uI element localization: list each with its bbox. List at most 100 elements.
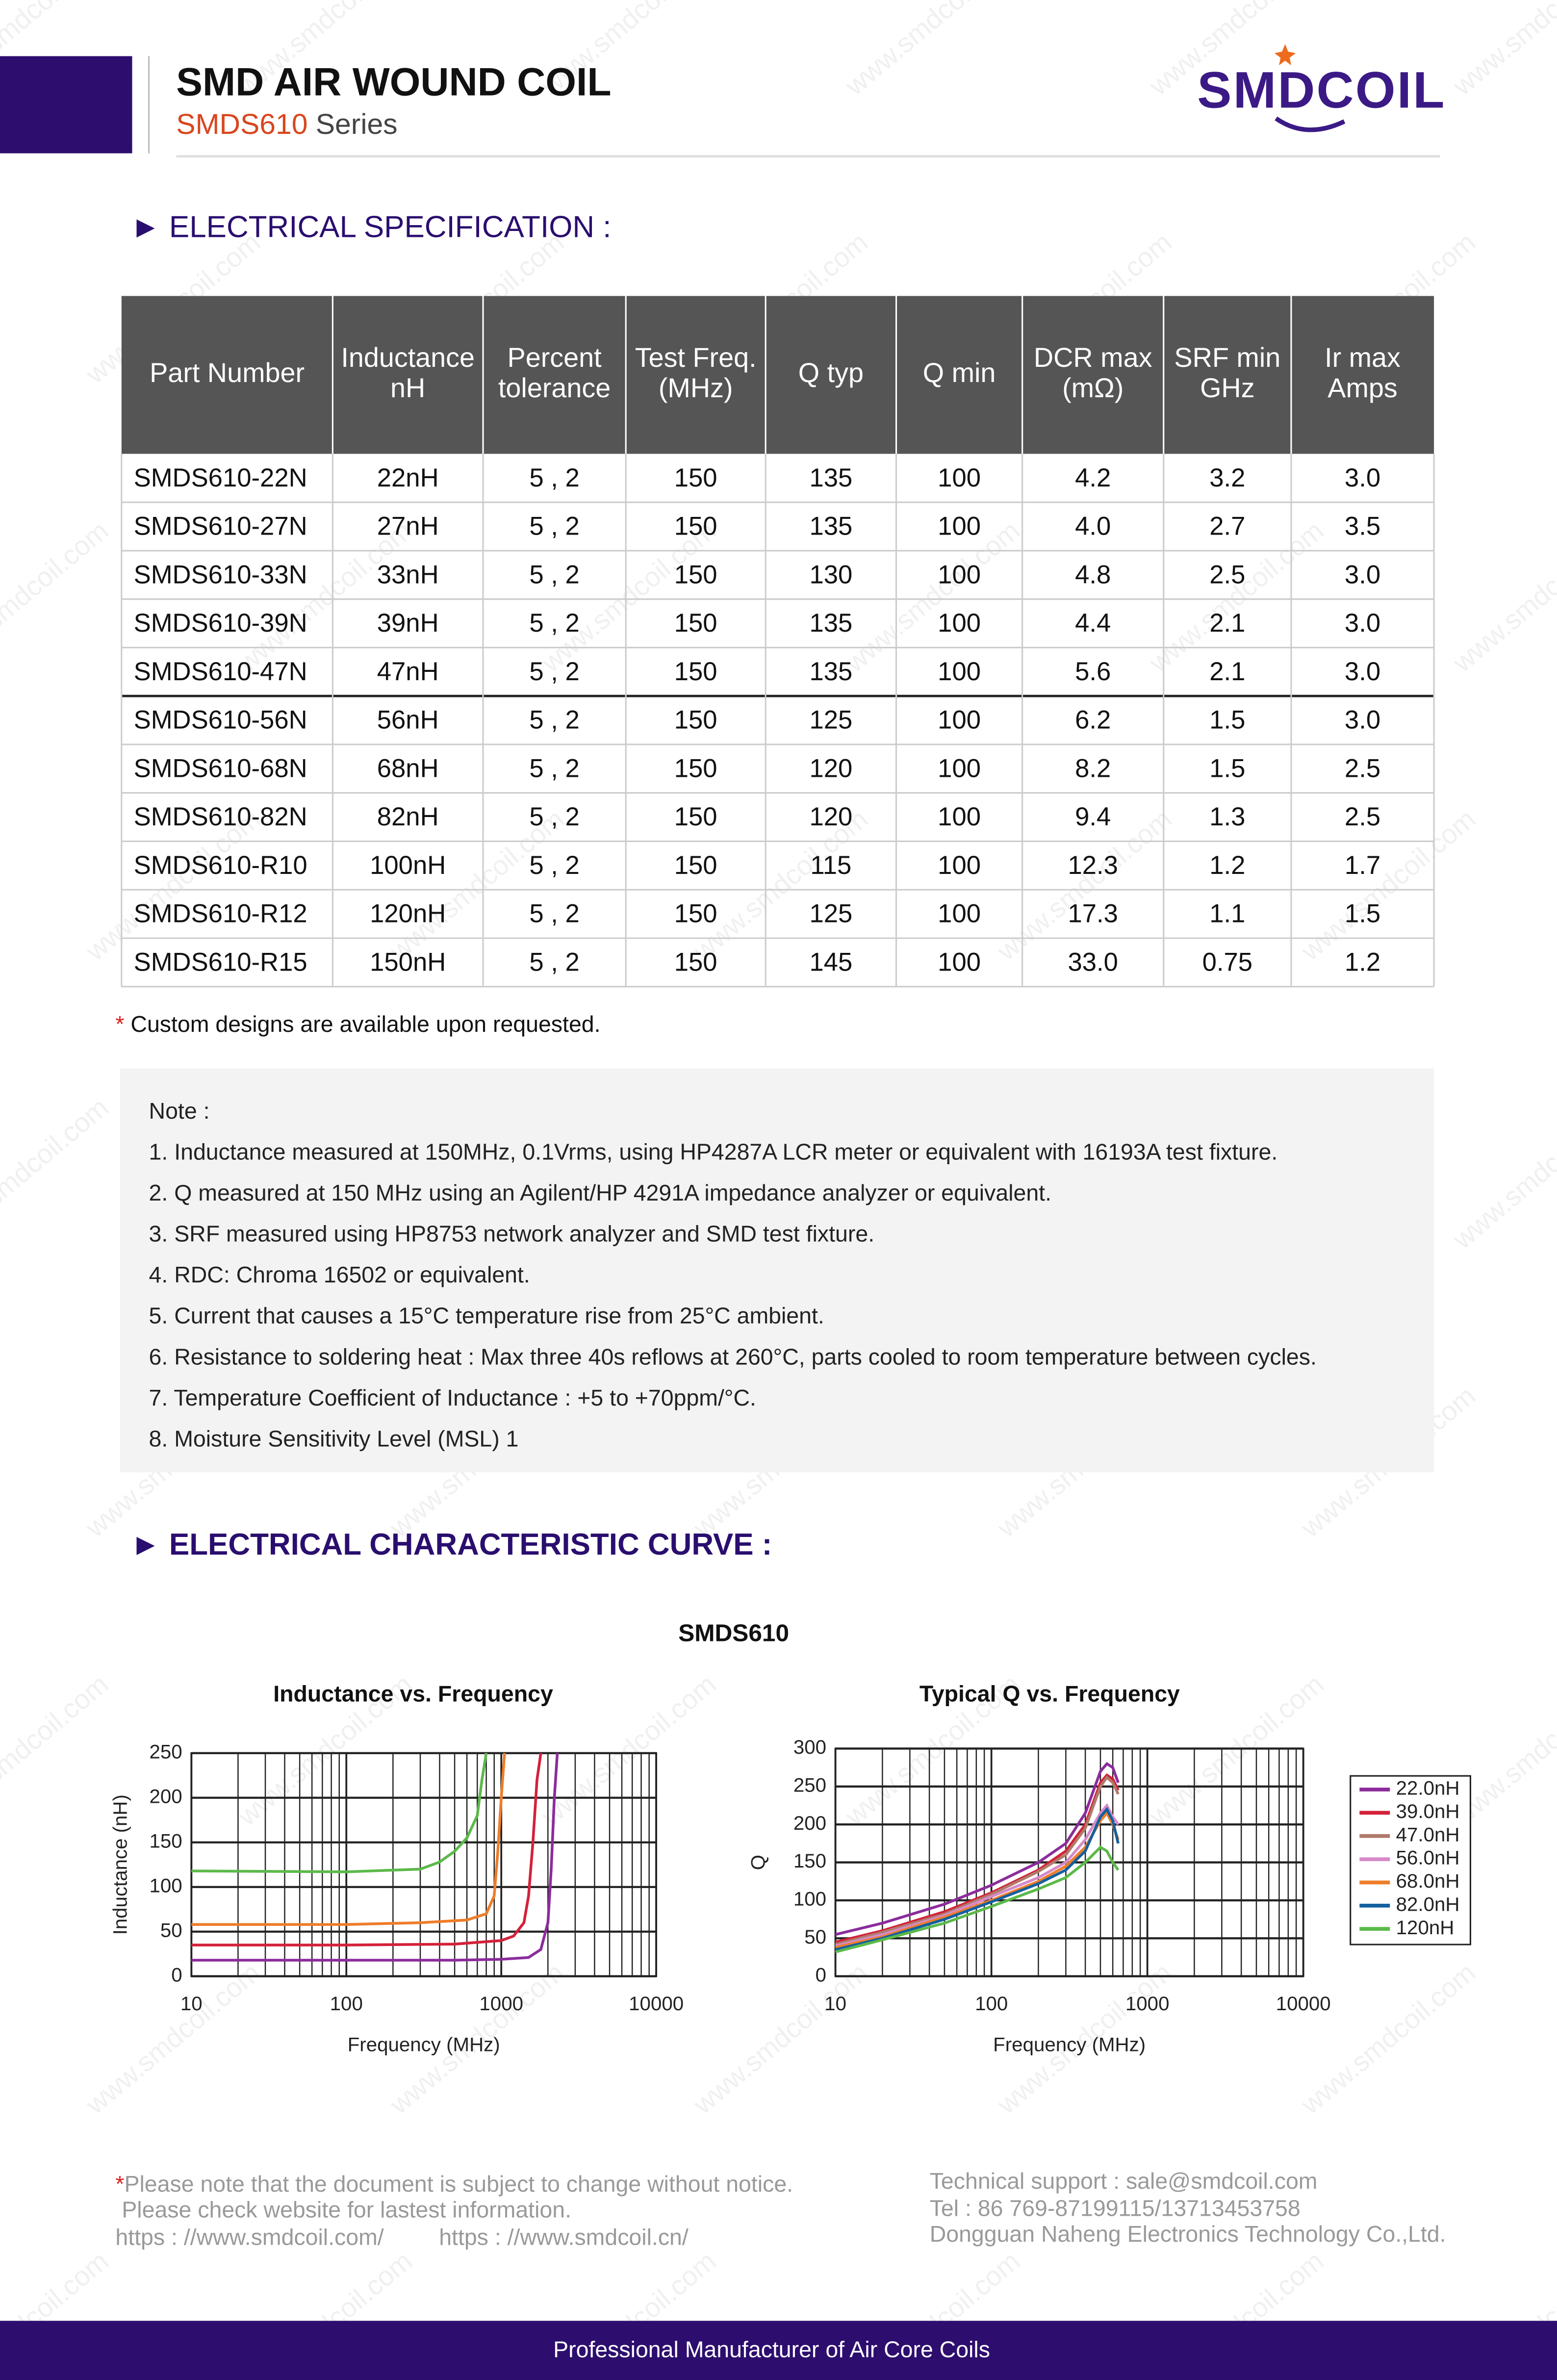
plot-frame	[190, 1752, 658, 1977]
chart-title: Typical Q vs. Frequency	[919, 1681, 1180, 1706]
column-header: (mΩ)	[1062, 373, 1123, 403]
table-cell: 1.3	[1209, 802, 1245, 831]
table-cell: 39nH	[377, 609, 439, 638]
doc-title: SMD AIR WOUND COIL	[176, 60, 611, 104]
table-cell: 100	[938, 947, 981, 976]
y-tick-label: 150	[150, 1830, 182, 1852]
table-cell: 150	[674, 463, 717, 492]
x-tick-label: 10000	[629, 1993, 684, 2015]
table-cell: 27nH	[377, 512, 439, 541]
column-header: Inductance	[341, 342, 475, 373]
series-line	[191, 1753, 559, 1962]
note-item: 5. Current that causes a 15°C temperatur…	[149, 1303, 824, 1329]
table-cell: 1.7	[1345, 851, 1380, 880]
table-cell: 150	[674, 657, 717, 686]
column-header: GHz	[1200, 373, 1254, 403]
footer-tel: Tel : 86 769-87199115/13713453758	[930, 2196, 1301, 2221]
table-cell: 3.2	[1209, 463, 1245, 492]
series-line	[835, 1807, 1120, 1951]
x-tick-label: 10	[180, 1993, 203, 2015]
table-cell: SMDS610-56N	[134, 706, 307, 735]
note-item: 6. Resistance to soldering heat : Max th…	[149, 1344, 1317, 1369]
table-cell: SMDS610-68N	[134, 754, 307, 783]
x-axis-label: Frequency (MHz)	[348, 2034, 500, 2056]
table-cell: 47nH	[377, 657, 439, 686]
note-title: Note :	[149, 1098, 210, 1124]
watermark: www.smdcoil.com	[687, 1957, 873, 2121]
table-cell: 2.1	[1209, 609, 1245, 638]
table-cell: 68nH	[377, 754, 439, 783]
series-line	[835, 1811, 1120, 1949]
column-header: Amps	[1327, 373, 1397, 403]
table-cell: SMDS610-27N	[134, 512, 307, 541]
table-cell: 150	[674, 754, 717, 783]
table-cell: SMDS610-R10	[134, 851, 307, 880]
table-cell: 12.3	[1068, 851, 1118, 880]
series-line	[835, 1762, 1120, 1936]
table-cell: 3.5	[1345, 512, 1380, 541]
watermark: www.smdcoil.com	[0, 515, 114, 678]
watermark: www.smdcoil.com	[1447, 1092, 1557, 1255]
x-tick-label: 10	[824, 1993, 846, 2015]
table-cell: 5 , 2	[529, 560, 579, 589]
table-cell: 3.0	[1345, 706, 1380, 735]
footer-company: Dongguan Naheng Electronics Technology C…	[930, 2221, 1446, 2247]
table-cell: 56nH	[377, 706, 439, 735]
footer-banner-text: Professional Manufacturer of Air Core Co…	[553, 2336, 990, 2362]
table-cell: 5 , 2	[529, 706, 579, 735]
note-item: 7. Temperature Coefficient of Inductance…	[149, 1385, 756, 1410]
legend-label: 68.0nH	[1396, 1870, 1460, 1892]
x-tick-label: 1000	[1125, 1993, 1170, 2015]
table-cell: 5 , 2	[529, 657, 579, 686]
header-block	[0, 56, 132, 154]
y-tick-label: 0	[816, 1964, 826, 1986]
note-item: 8. Moisture Sensitivity Level (MSL) 1	[149, 1426, 519, 1451]
table-cell: 1.2	[1345, 947, 1380, 976]
table-cell: 22nH	[377, 463, 439, 492]
table-cell: 135	[809, 657, 852, 686]
footer-mark: *	[115, 2171, 124, 2197]
chart-title: Inductance vs. Frequency	[273, 1681, 553, 1706]
table-cell: 135	[809, 512, 852, 541]
series-code: SMDS610	[176, 108, 307, 140]
column-header: Test Freq.	[635, 342, 757, 373]
footer-banner	[0, 2321, 1557, 2380]
y-tick-label: 100	[793, 1888, 826, 1910]
table-cell: 5 , 2	[529, 851, 579, 880]
legend-label: 47.0nH	[1396, 1823, 1460, 1845]
x-tick-label: 100	[975, 1993, 1008, 2015]
watermark: www.smdcoil.com	[1295, 1957, 1481, 2121]
column-header: (MHz)	[659, 373, 733, 403]
watermark: www.smdcoil.com	[839, 0, 1025, 102]
footer-check: Please check website for lastest informa…	[115, 2197, 571, 2223]
table-cell: 100	[938, 899, 981, 928]
table-cell: 145	[809, 947, 852, 976]
column-header: Percent	[508, 342, 602, 373]
series-line	[191, 1753, 488, 1873]
table-cell: SMDS610-33N	[134, 560, 307, 589]
series-line	[835, 1775, 1120, 1946]
footer-url: https : //www.smdcoil.com/	[115, 2224, 383, 2250]
note-item: 4. RDC: Chroma 16502 or equivalent.	[149, 1262, 530, 1287]
table-cell: 100	[938, 609, 981, 638]
watermark: www.smdcoil.com	[1447, 0, 1557, 102]
table-cell: 100	[938, 657, 981, 686]
legend-label: 56.0nH	[1396, 1847, 1460, 1869]
table-cell: SMDS610-47N	[134, 657, 307, 686]
table-cell: SMDS610-R15	[134, 947, 307, 976]
plot-frame	[834, 1747, 1304, 1977]
table-cell: 150	[674, 947, 717, 976]
column-header: Ir max	[1325, 342, 1401, 373]
table-cell: 150nH	[370, 947, 446, 976]
table-cell: 2.7	[1209, 512, 1245, 541]
table-cell: SMDS610-82N	[134, 802, 307, 831]
y-tick-label: 250	[150, 1740, 182, 1763]
y-tick-label: 0	[171, 1964, 182, 1986]
table-header	[121, 296, 1434, 454]
y-tick-label: 50	[160, 1919, 182, 1941]
section-heading: ► ELECTRICAL SPECIFICATION :	[130, 210, 611, 244]
series-line	[191, 1753, 542, 1946]
table-cell: 5 , 2	[529, 947, 579, 976]
table-cell: 1.5	[1209, 706, 1245, 735]
